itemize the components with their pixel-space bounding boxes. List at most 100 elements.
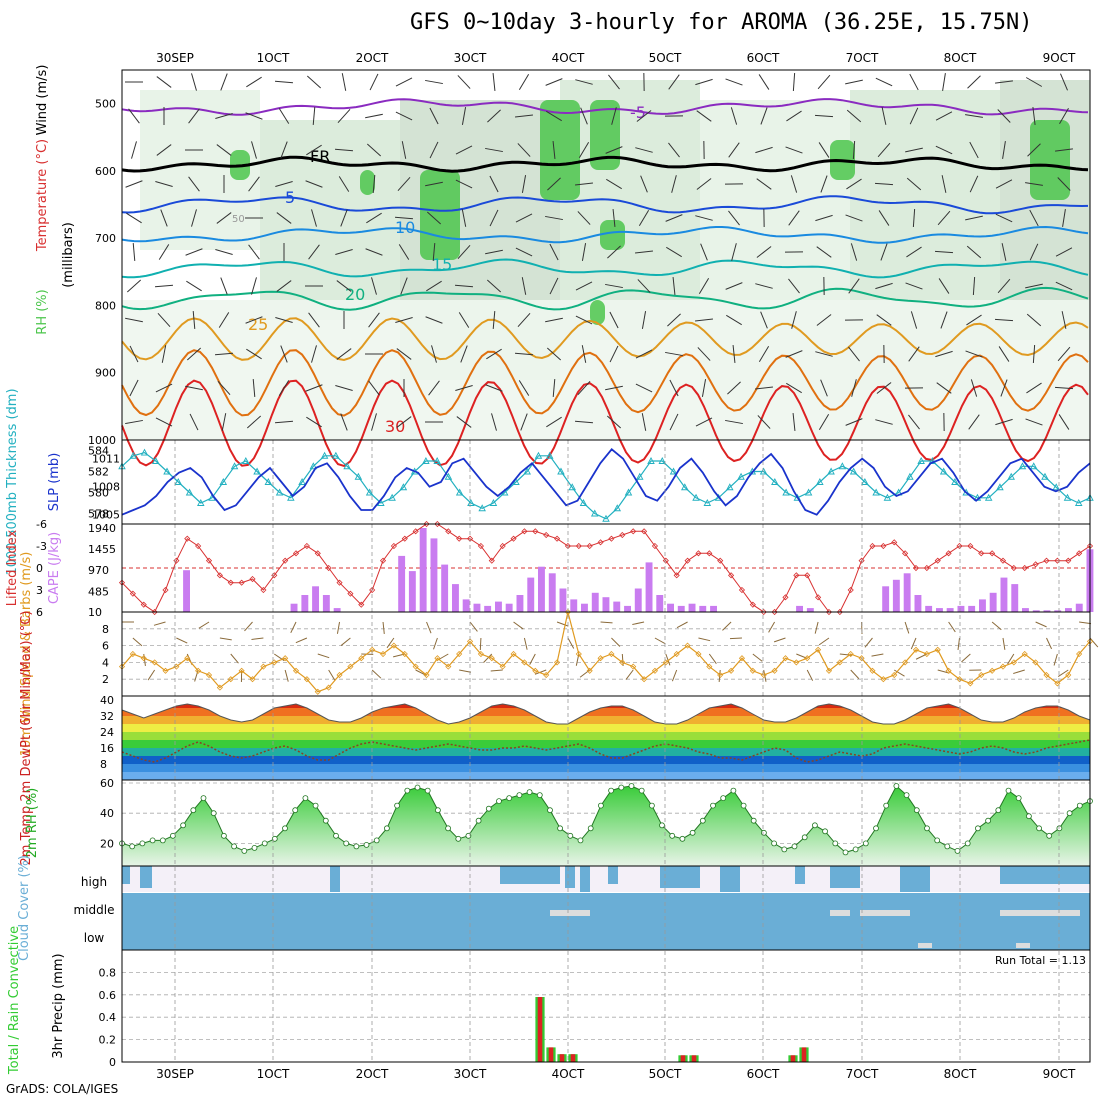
- ylabel-precip-total: Total / Rain Convective: [7, 926, 22, 1075]
- wind-barb: [875, 282, 893, 290]
- rh-point: [720, 795, 727, 801]
- rh-point: [710, 802, 716, 809]
- rh-point: [954, 848, 961, 854]
- thickness-point: [771, 478, 779, 485]
- wind-barb: [432, 242, 436, 262]
- wind-barb: [786, 110, 802, 122]
- precip-conv-bar: [548, 1047, 554, 1062]
- wind-barb: [220, 73, 228, 91]
- wind-barb: [454, 284, 474, 288]
- wind-barb: [457, 75, 471, 89]
- cape-bar: [914, 595, 922, 612]
- wind-barb: [214, 352, 234, 356]
- date-label-top: 7OCT: [846, 51, 879, 65]
- panel-frame-precip: [121, 949, 1091, 1063]
- wind-barb: [728, 142, 740, 158]
- thickness-point: [287, 493, 295, 501]
- wind-barb: [965, 350, 983, 358]
- wind-barb: [489, 209, 499, 227]
- rh-point: [740, 802, 747, 809]
- cape-bar: [527, 577, 535, 612]
- wind-barb: [217, 380, 231, 396]
- cape-bar: [645, 562, 653, 612]
- wind10m-barb: [490, 669, 503, 672]
- wind-barb: [248, 244, 260, 260]
- cape-bar: [538, 566, 545, 612]
- wind-barb: [967, 75, 981, 89]
- wind-barb: [1032, 107, 1036, 125]
- wind-tick: 6: [102, 640, 109, 653]
- lifted-point: [760, 608, 767, 616]
- wind10m-barb: [864, 637, 873, 648]
- isotherm-5: [121, 286, 1089, 311]
- wind10m-barb: [317, 653, 330, 659]
- wind-barb: [1057, 177, 1071, 191]
- lifted-point: [891, 539, 898, 546]
- precip-conv-bar: [570, 1054, 576, 1062]
- wind-speed-point: [673, 650, 680, 658]
- wind-barb: [334, 148, 354, 152]
- ylabel-wind10m: 10m Wind Speed & Barbs (m/s): [19, 552, 34, 757]
- thickness-point: [996, 483, 1004, 491]
- wind-barb: [934, 250, 954, 254]
- thickness-point: [1007, 472, 1015, 480]
- wind-speed-point: [195, 667, 202, 674]
- wind-speed-point: [630, 663, 637, 670]
- wind-speed-point: [543, 671, 550, 679]
- wind-barb: [845, 79, 863, 85]
- cape-bar: [1054, 610, 1062, 612]
- wind-barb: [340, 413, 348, 431]
- wind-speed-point: [956, 676, 963, 683]
- thickness-point: [658, 457, 667, 464]
- wind-speed-point: [129, 650, 136, 658]
- wind10m-barb: [991, 621, 1002, 631]
- thickness-point: [939, 467, 948, 475]
- wind-speed-point: [227, 676, 234, 683]
- cloud-mid-cell: [860, 910, 910, 916]
- rh-tick: 60: [100, 777, 114, 790]
- wind10m-barb: [513, 621, 524, 630]
- wind-barb: [491, 413, 497, 431]
- lifted-point: [771, 608, 778, 616]
- wind-barb: [816, 314, 832, 326]
- date-label-bottom: 9OCT: [1043, 1067, 1076, 1081]
- lifted-point: [999, 557, 1007, 564]
- rh-point: [750, 817, 757, 824]
- wind-barb: [1025, 77, 1043, 87]
- rh-point: [485, 805, 492, 812]
- wind-barb: [365, 113, 383, 119]
- thickness-point: [804, 488, 813, 496]
- thickness-point: [759, 467, 768, 475]
- wind-barb: [792, 412, 796, 432]
- lifted-point: [749, 601, 756, 608]
- wind-barb: [1026, 313, 1042, 327]
- wind-barb: [727, 381, 741, 395]
- rh-point: [139, 840, 146, 847]
- wind-barb: [936, 382, 952, 394]
- wind-speed-point: [1032, 659, 1039, 666]
- cloud-high-cell: [1000, 866, 1090, 884]
- wind-barb: [695, 78, 713, 86]
- rh-point: [832, 840, 839, 847]
- wind-barb: [518, 74, 530, 90]
- wind-barb: [337, 108, 351, 124]
- wind-tick: 2: [102, 673, 109, 686]
- cape-bar: [710, 605, 717, 612]
- slp-line: [121, 448, 1091, 516]
- rh-label: 50: [232, 214, 245, 225]
- slp-tick: 1005: [92, 509, 120, 522]
- wind-barb: [672, 276, 676, 296]
- wind10m-barb: [1007, 653, 1015, 665]
- thickness-point: [557, 467, 565, 475]
- wind10m-barb: [671, 669, 678, 682]
- wind-barb: [725, 282, 743, 290]
- date-label-bottom: 8OCT: [944, 1067, 977, 1081]
- rh-point: [985, 817, 991, 824]
- wind-speed-point: [488, 655, 495, 662]
- wind-barb: [186, 280, 202, 292]
- cape-tick: 10: [88, 606, 102, 619]
- ylabel-slp: SLP (mb): [47, 453, 62, 512]
- date-label-bottom: 7OCT: [846, 1067, 879, 1081]
- wind10m-barb: [654, 637, 666, 645]
- wind-barb: [549, 243, 559, 261]
